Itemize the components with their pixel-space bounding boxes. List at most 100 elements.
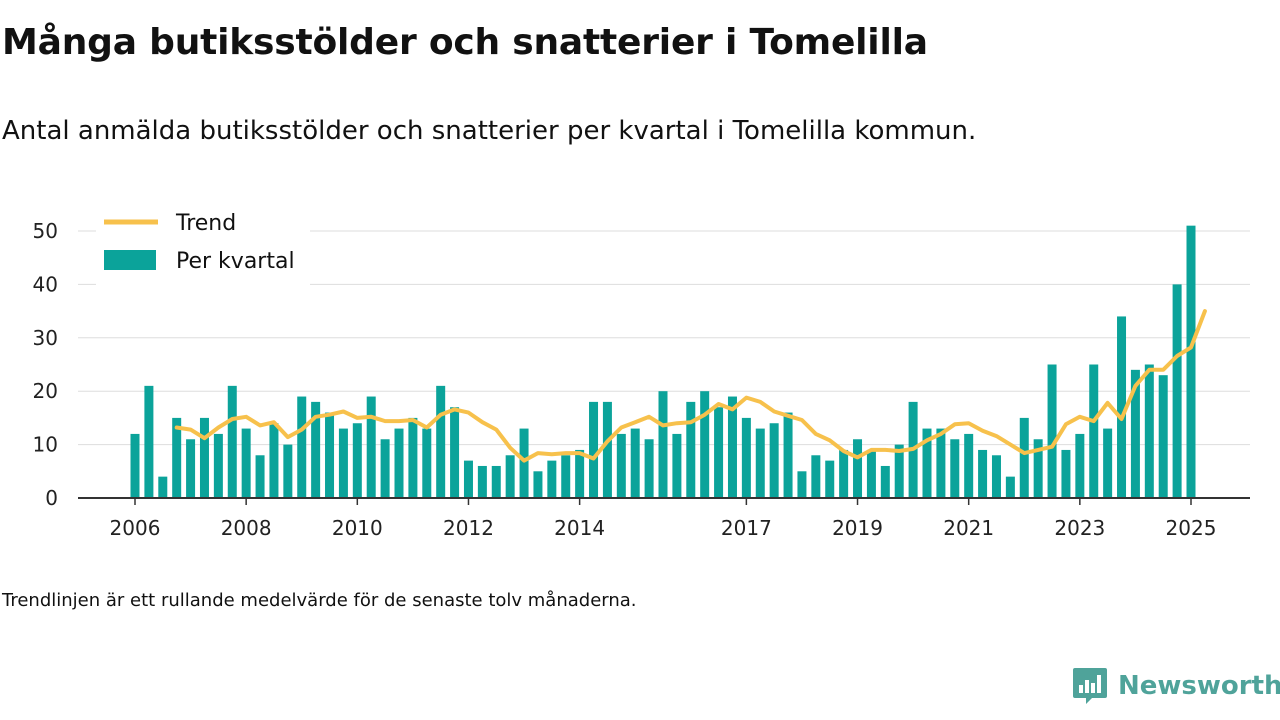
x-tick-label: 2008 bbox=[221, 516, 272, 540]
bar bbox=[1158, 375, 1168, 498]
bar bbox=[839, 449, 849, 498]
bar bbox=[880, 465, 890, 498]
bar bbox=[380, 439, 390, 498]
bar bbox=[1019, 417, 1029, 498]
bar bbox=[991, 455, 1001, 498]
x-tick-label: 2012 bbox=[443, 516, 494, 540]
footnote: Trendlinjen är ett rullande medelvärde f… bbox=[2, 590, 637, 611]
brand-logo: Newsworthy bbox=[1072, 666, 1280, 706]
bar bbox=[894, 444, 904, 498]
bar bbox=[630, 428, 640, 498]
chart-subtitle: Antal anmälda butiksstölder och snatteri… bbox=[2, 116, 977, 146]
bar bbox=[255, 455, 265, 498]
bar bbox=[783, 412, 793, 498]
newsworthy-icon bbox=[1073, 668, 1107, 704]
bar bbox=[797, 471, 807, 498]
bar bbox=[172, 417, 182, 498]
bar bbox=[547, 460, 557, 498]
legend-trend-label: Trend bbox=[175, 211, 236, 236]
bar bbox=[811, 455, 821, 498]
bar bbox=[1103, 428, 1113, 498]
bar bbox=[978, 449, 988, 498]
y-tick-label: 20 bbox=[33, 379, 58, 403]
x-tick-label: 2006 bbox=[110, 516, 161, 540]
bar bbox=[519, 428, 529, 498]
bar bbox=[686, 401, 696, 498]
x-tick-label: 2014 bbox=[554, 516, 605, 540]
bars bbox=[130, 225, 1196, 498]
x-tick-label: 2017 bbox=[721, 516, 772, 540]
bar bbox=[491, 465, 501, 498]
bar bbox=[241, 428, 251, 498]
bar bbox=[950, 439, 960, 498]
bar bbox=[477, 465, 487, 498]
chart: 0 10 20 30 40 50 2006 2008 2010 2012 2014 2017 2019 2… bbox=[33, 208, 1250, 540]
bar bbox=[450, 407, 460, 498]
bar bbox=[922, 428, 932, 498]
bar bbox=[1130, 369, 1140, 498]
bar bbox=[964, 433, 974, 498]
bar bbox=[1033, 439, 1043, 498]
bar bbox=[436, 385, 446, 498]
bar bbox=[616, 433, 626, 498]
trend-line bbox=[174, 309, 1207, 463]
legend-bar-swatch bbox=[104, 250, 156, 270]
chart-title: Många butiksstölder och snatterier i Tom… bbox=[2, 22, 928, 63]
bar bbox=[325, 412, 335, 498]
x-tick-label: 2023 bbox=[1054, 516, 1105, 540]
bar bbox=[1089, 364, 1099, 498]
bar bbox=[589, 401, 599, 498]
x-tick-label: 2010 bbox=[332, 516, 383, 540]
bar bbox=[130, 433, 140, 498]
bar bbox=[727, 396, 737, 498]
bar bbox=[269, 423, 279, 498]
x-tick-label: 2019 bbox=[832, 516, 883, 540]
bar bbox=[755, 428, 765, 498]
bar bbox=[199, 417, 209, 498]
bar bbox=[352, 423, 362, 498]
x-tick-label: 2021 bbox=[943, 516, 994, 540]
bar bbox=[825, 460, 835, 498]
bar bbox=[144, 385, 154, 498]
bar bbox=[658, 391, 668, 498]
bar bbox=[1005, 476, 1015, 498]
bar bbox=[936, 428, 946, 498]
bar bbox=[853, 439, 863, 498]
bar bbox=[644, 439, 654, 498]
bar bbox=[1075, 433, 1085, 498]
bar bbox=[297, 396, 307, 498]
y-tick-label: 0 bbox=[45, 486, 58, 510]
bar bbox=[672, 433, 682, 498]
bar bbox=[283, 444, 293, 498]
x-tick-label: 2025 bbox=[1166, 516, 1217, 540]
trend-layer bbox=[174, 309, 1207, 463]
y-tick-label: 10 bbox=[33, 433, 58, 457]
bar bbox=[505, 455, 515, 498]
bar bbox=[394, 428, 404, 498]
legend: Trend Per kvartal bbox=[96, 208, 310, 286]
brand-name: Newsworthy bbox=[1118, 671, 1280, 701]
legend-bar-label: Per kvartal bbox=[176, 249, 295, 274]
bar bbox=[533, 471, 543, 498]
bar bbox=[575, 449, 585, 498]
bar bbox=[741, 417, 751, 498]
bar bbox=[311, 401, 321, 498]
bar bbox=[227, 385, 237, 498]
axes: 0 10 20 30 40 50 2006 2008 2010 2012 2014 2017 2019 2… bbox=[33, 219, 1250, 540]
bar bbox=[213, 433, 223, 498]
bar bbox=[186, 439, 196, 498]
bar bbox=[561, 455, 571, 498]
bar bbox=[463, 460, 473, 498]
bar bbox=[769, 423, 779, 498]
bar bbox=[1047, 364, 1057, 498]
bar bbox=[1144, 364, 1154, 498]
bar bbox=[422, 428, 432, 498]
y-tick-label: 30 bbox=[33, 326, 58, 350]
bar bbox=[714, 407, 724, 498]
bar bbox=[408, 417, 418, 498]
bar bbox=[158, 476, 168, 498]
y-tick-label: 50 bbox=[33, 219, 58, 243]
bar bbox=[366, 396, 376, 498]
bar bbox=[1172, 284, 1182, 498]
bar bbox=[1117, 316, 1127, 498]
